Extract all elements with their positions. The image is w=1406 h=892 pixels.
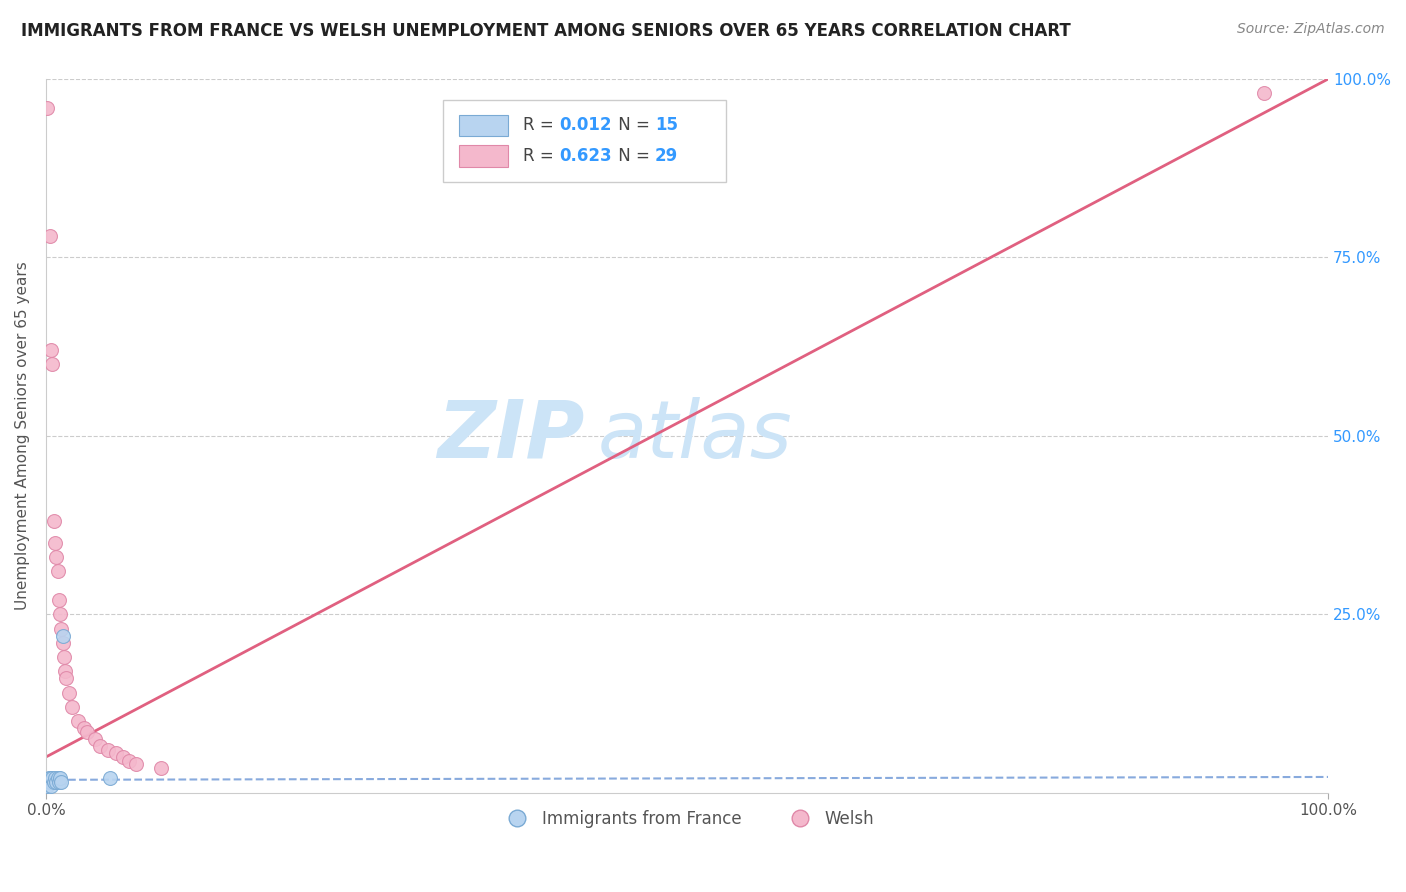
Text: IMMIGRANTS FROM FRANCE VS WELSH UNEMPLOYMENT AMONG SENIORS OVER 65 YEARS CORRELA: IMMIGRANTS FROM FRANCE VS WELSH UNEMPLOY… bbox=[21, 22, 1071, 40]
Point bbox=[37, 779, 59, 793]
Point bbox=[150, 761, 173, 775]
Text: 29: 29 bbox=[655, 147, 678, 165]
Point bbox=[58, 686, 80, 700]
Point bbox=[48, 775, 70, 789]
Point bbox=[76, 725, 98, 739]
Point bbox=[73, 722, 96, 736]
Text: N =: N = bbox=[613, 147, 655, 165]
FancyBboxPatch shape bbox=[443, 101, 725, 183]
Point bbox=[49, 772, 72, 786]
Text: N =: N = bbox=[613, 116, 655, 135]
Text: 0.012: 0.012 bbox=[558, 116, 612, 135]
Y-axis label: Unemployment Among Seniors over 65 years: Unemployment Among Seniors over 65 years bbox=[15, 261, 30, 610]
Point bbox=[41, 358, 63, 372]
Text: R =: R = bbox=[523, 147, 560, 165]
FancyBboxPatch shape bbox=[458, 115, 508, 136]
Text: ZIP: ZIP bbox=[437, 397, 585, 475]
Point bbox=[38, 229, 60, 244]
Point bbox=[45, 775, 67, 789]
Point bbox=[44, 536, 66, 550]
Point bbox=[41, 772, 63, 786]
FancyBboxPatch shape bbox=[458, 145, 508, 167]
Point bbox=[49, 607, 72, 622]
Point bbox=[98, 772, 121, 786]
Point bbox=[66, 714, 89, 729]
Text: Source: ZipAtlas.com: Source: ZipAtlas.com bbox=[1237, 22, 1385, 37]
Point bbox=[52, 629, 75, 643]
Point bbox=[39, 779, 62, 793]
Point bbox=[44, 772, 66, 786]
Point bbox=[42, 515, 65, 529]
Text: 0.623: 0.623 bbox=[558, 147, 612, 165]
Point bbox=[39, 343, 62, 358]
Point bbox=[51, 622, 73, 636]
Point bbox=[89, 739, 111, 754]
Point bbox=[83, 732, 105, 747]
Point bbox=[48, 593, 70, 607]
Point bbox=[118, 754, 141, 768]
Point bbox=[52, 636, 75, 650]
Legend: Immigrants from France, Welsh: Immigrants from France, Welsh bbox=[494, 803, 880, 834]
Point bbox=[51, 775, 73, 789]
Point bbox=[45, 550, 67, 565]
Text: 15: 15 bbox=[655, 116, 678, 135]
Point bbox=[1253, 87, 1275, 101]
Point bbox=[38, 775, 60, 789]
Point bbox=[46, 565, 69, 579]
Point bbox=[111, 750, 134, 764]
Point bbox=[96, 743, 118, 757]
Text: atlas: atlas bbox=[598, 397, 792, 475]
Point bbox=[38, 772, 60, 786]
Point bbox=[60, 700, 83, 714]
Point bbox=[46, 772, 69, 786]
Point bbox=[55, 672, 77, 686]
Point bbox=[38, 772, 60, 786]
Point bbox=[53, 665, 76, 679]
Point bbox=[37, 101, 59, 115]
Point bbox=[52, 650, 75, 665]
Point bbox=[125, 757, 148, 772]
Point bbox=[42, 775, 65, 789]
Text: R =: R = bbox=[523, 116, 560, 135]
Point bbox=[105, 747, 128, 761]
